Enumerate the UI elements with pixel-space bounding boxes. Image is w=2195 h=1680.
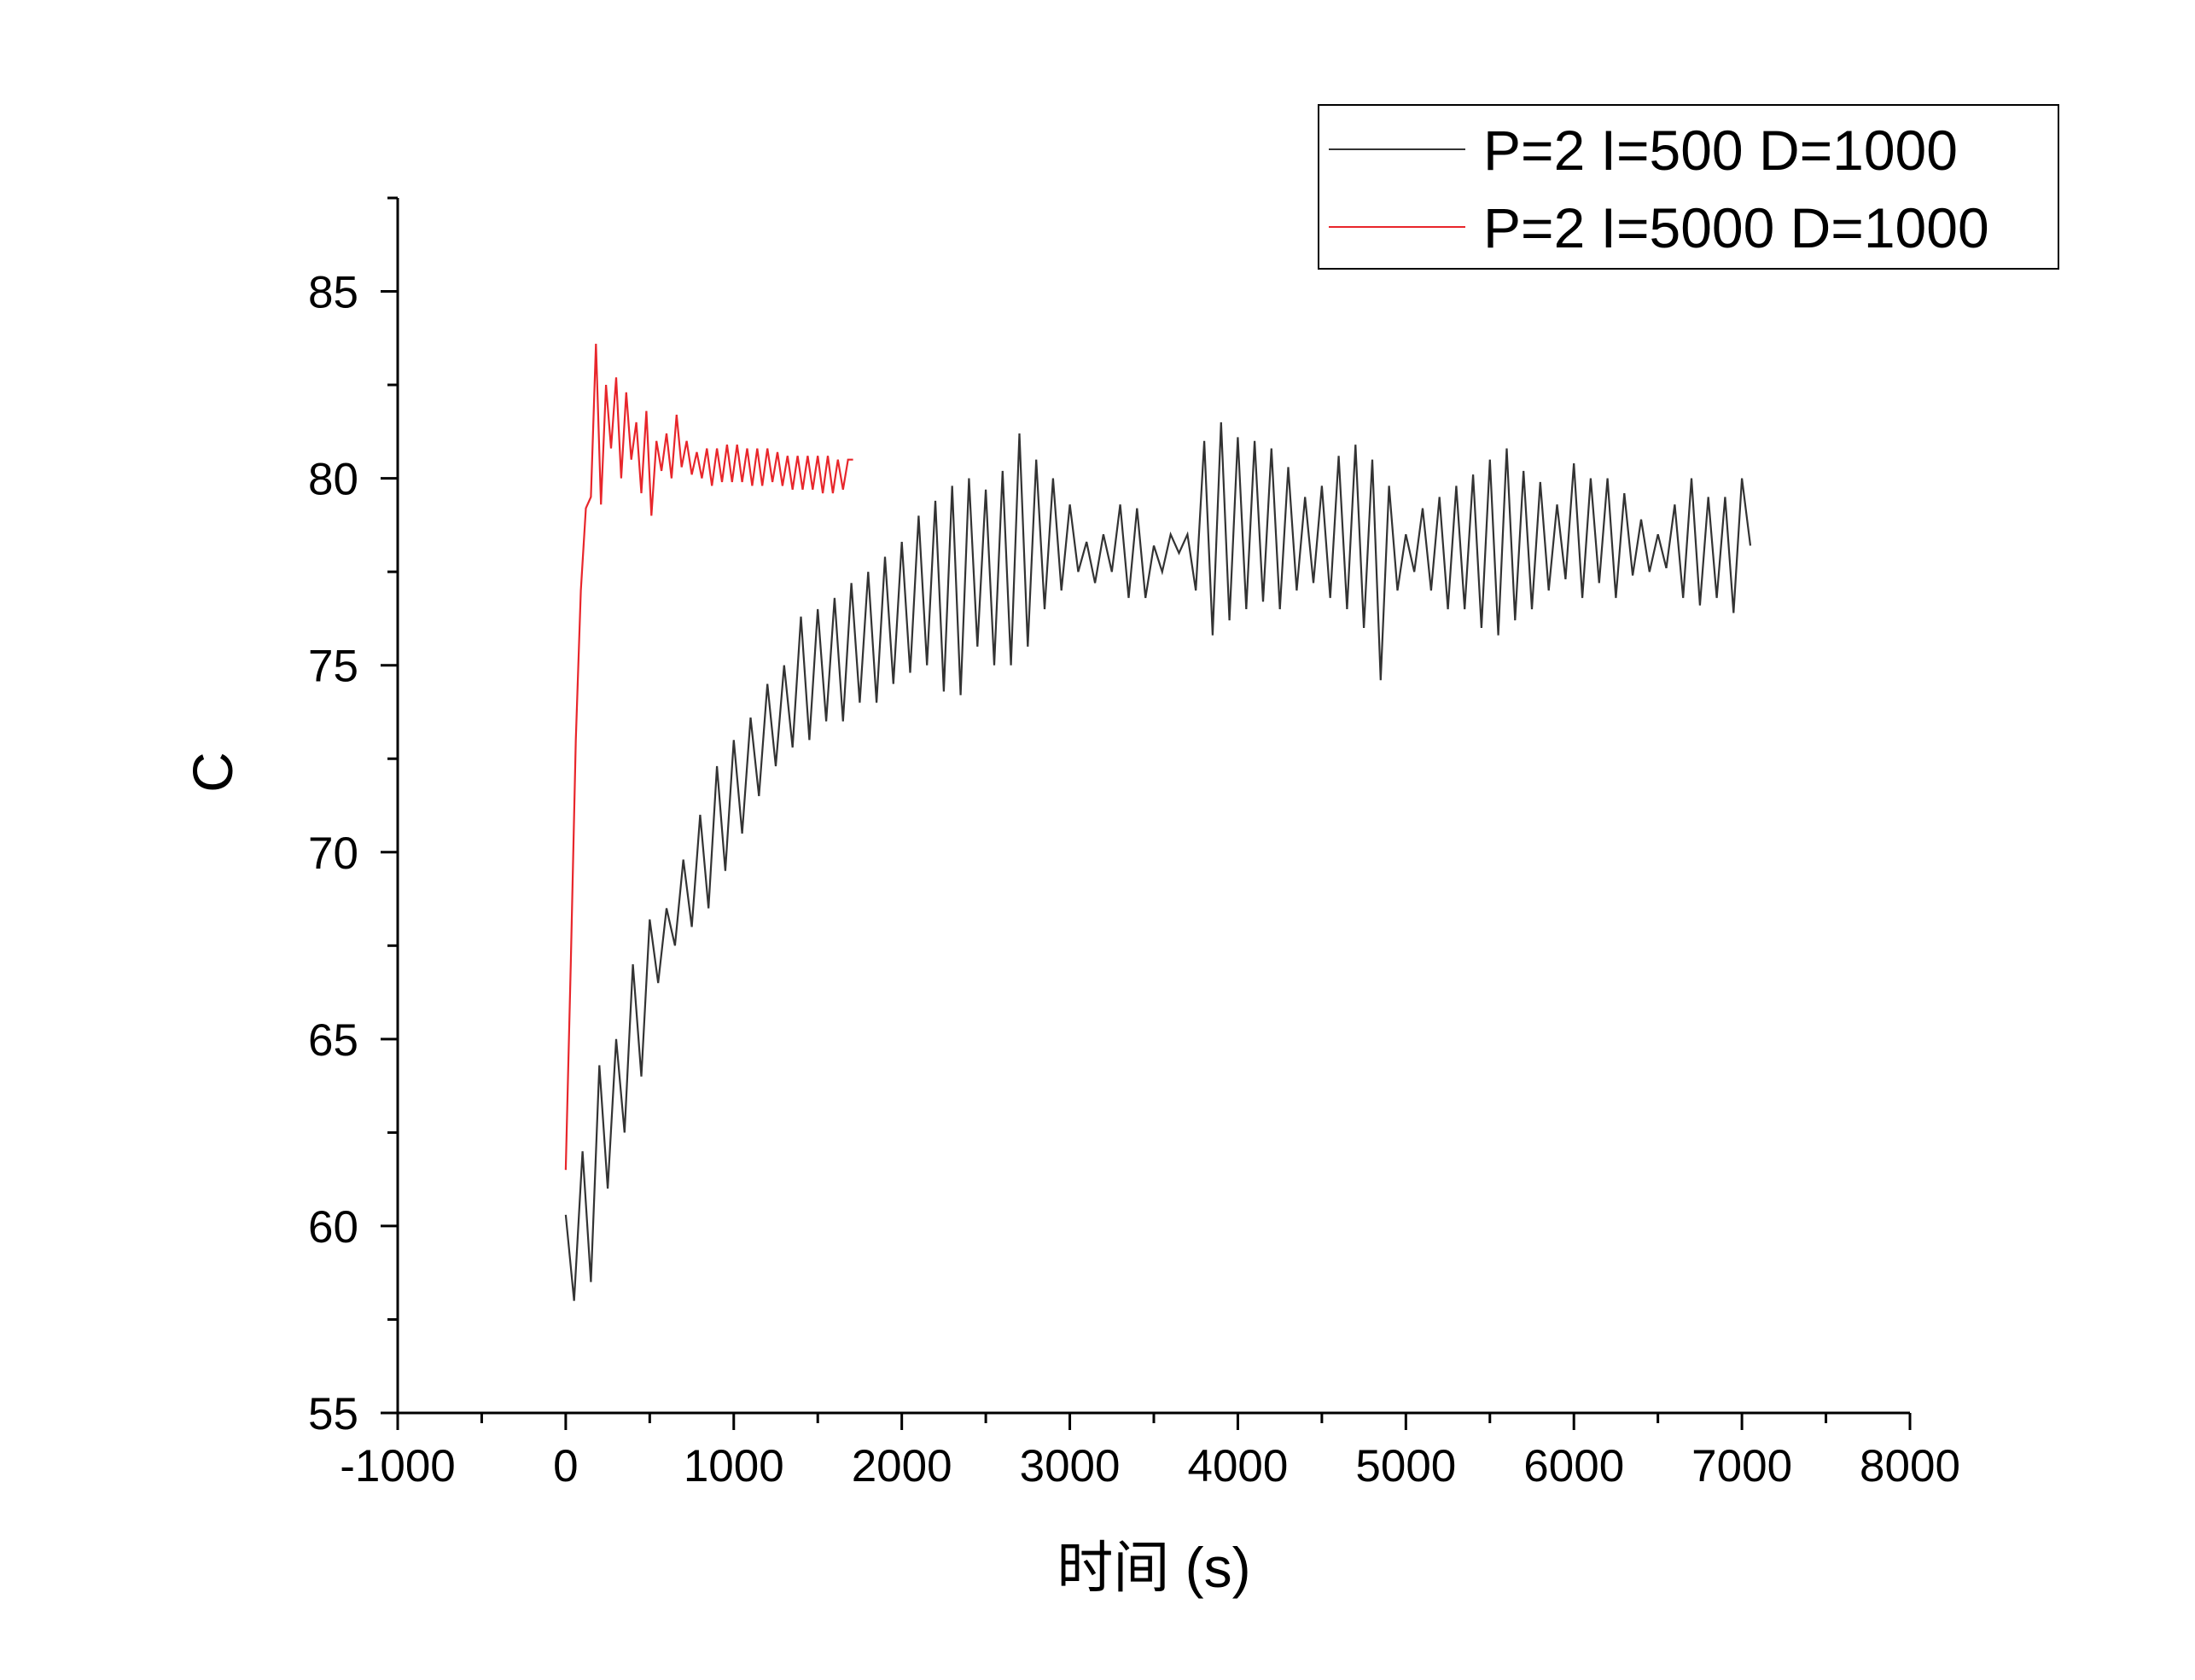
y-tick-label: 75 bbox=[308, 642, 358, 692]
y-tick-label: 70 bbox=[308, 828, 358, 879]
y-tick-label: 60 bbox=[308, 1202, 358, 1253]
x-tick-label: 4000 bbox=[1187, 1441, 1288, 1491]
y-tick-label: 65 bbox=[308, 1015, 358, 1066]
y-axis-label: C bbox=[181, 752, 244, 793]
legend-box bbox=[1318, 104, 2059, 270]
x-tick-label: 7000 bbox=[1691, 1441, 1792, 1491]
series-line bbox=[564, 421, 1752, 1301]
legend-label: P=2 I=500 D=1000 bbox=[1483, 119, 1958, 182]
x-tick-label: 3000 bbox=[1020, 1441, 1121, 1491]
x-axis-label: 时间 (s) bbox=[1057, 1536, 1250, 1599]
x-tick-label: 1000 bbox=[684, 1441, 784, 1491]
y-tick-label: 85 bbox=[308, 268, 358, 318]
x-tick-label: -1000 bbox=[340, 1441, 456, 1491]
series-line bbox=[564, 343, 853, 1171]
y-tick-label: 55 bbox=[308, 1389, 358, 1439]
legend-label: P=2 I=5000 D=1000 bbox=[1483, 196, 1989, 259]
x-tick-label: 0 bbox=[553, 1441, 578, 1491]
x-tick-label: 6000 bbox=[1523, 1441, 1624, 1491]
x-tick-label: 5000 bbox=[1355, 1441, 1456, 1491]
y-tick-label: 80 bbox=[308, 455, 358, 505]
x-tick-label: 2000 bbox=[852, 1441, 952, 1491]
x-tick-label: 8000 bbox=[1860, 1441, 1960, 1491]
